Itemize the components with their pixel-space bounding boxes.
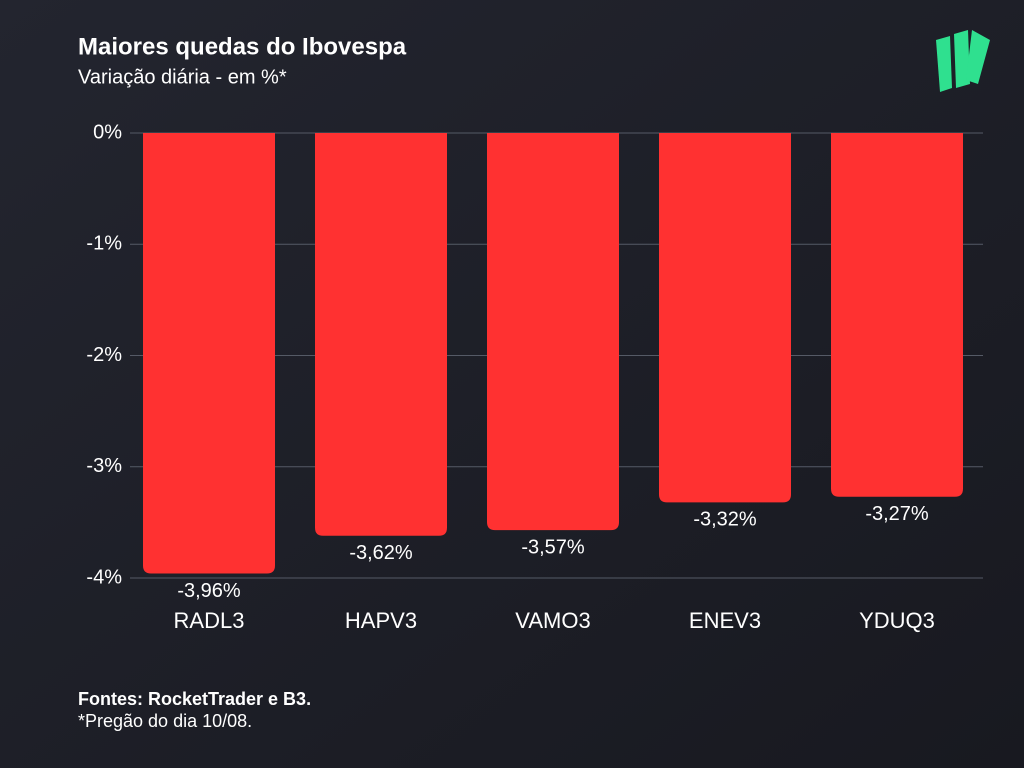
bar [315,133,447,536]
value-label: -3,32% [693,509,757,531]
x-tick-label: VAMO3 [515,608,590,633]
x-tick-label: HAPV3 [345,608,417,633]
bar [659,133,791,503]
logo [936,30,990,92]
y-tick-label: -2% [86,344,122,366]
y-tick-label: -3% [86,455,122,477]
chart-title: Maiores quedas do Ibovespa [78,33,407,60]
note: *Pregão do dia 10/08. [78,711,252,731]
y-tick-label: 0% [93,121,122,143]
y-tick-label: -4% [86,566,122,588]
bar [143,133,275,574]
value-label: -3,57% [521,536,585,558]
y-tick-label: -1% [86,233,122,255]
value-label: -3,27% [865,503,929,525]
x-tick-label: ENEV3 [689,608,761,633]
bar [487,133,619,531]
x-tick-label: YDUQ3 [859,608,935,633]
value-label: -3,96% [177,580,241,602]
chart-subtitle: Variação diária - em %* [78,66,287,88]
bar [831,133,963,497]
value-label: -3,62% [349,542,413,564]
x-tick-label: RADL3 [174,608,245,633]
source: Fontes: RocketTrader e B3. [78,689,311,709]
